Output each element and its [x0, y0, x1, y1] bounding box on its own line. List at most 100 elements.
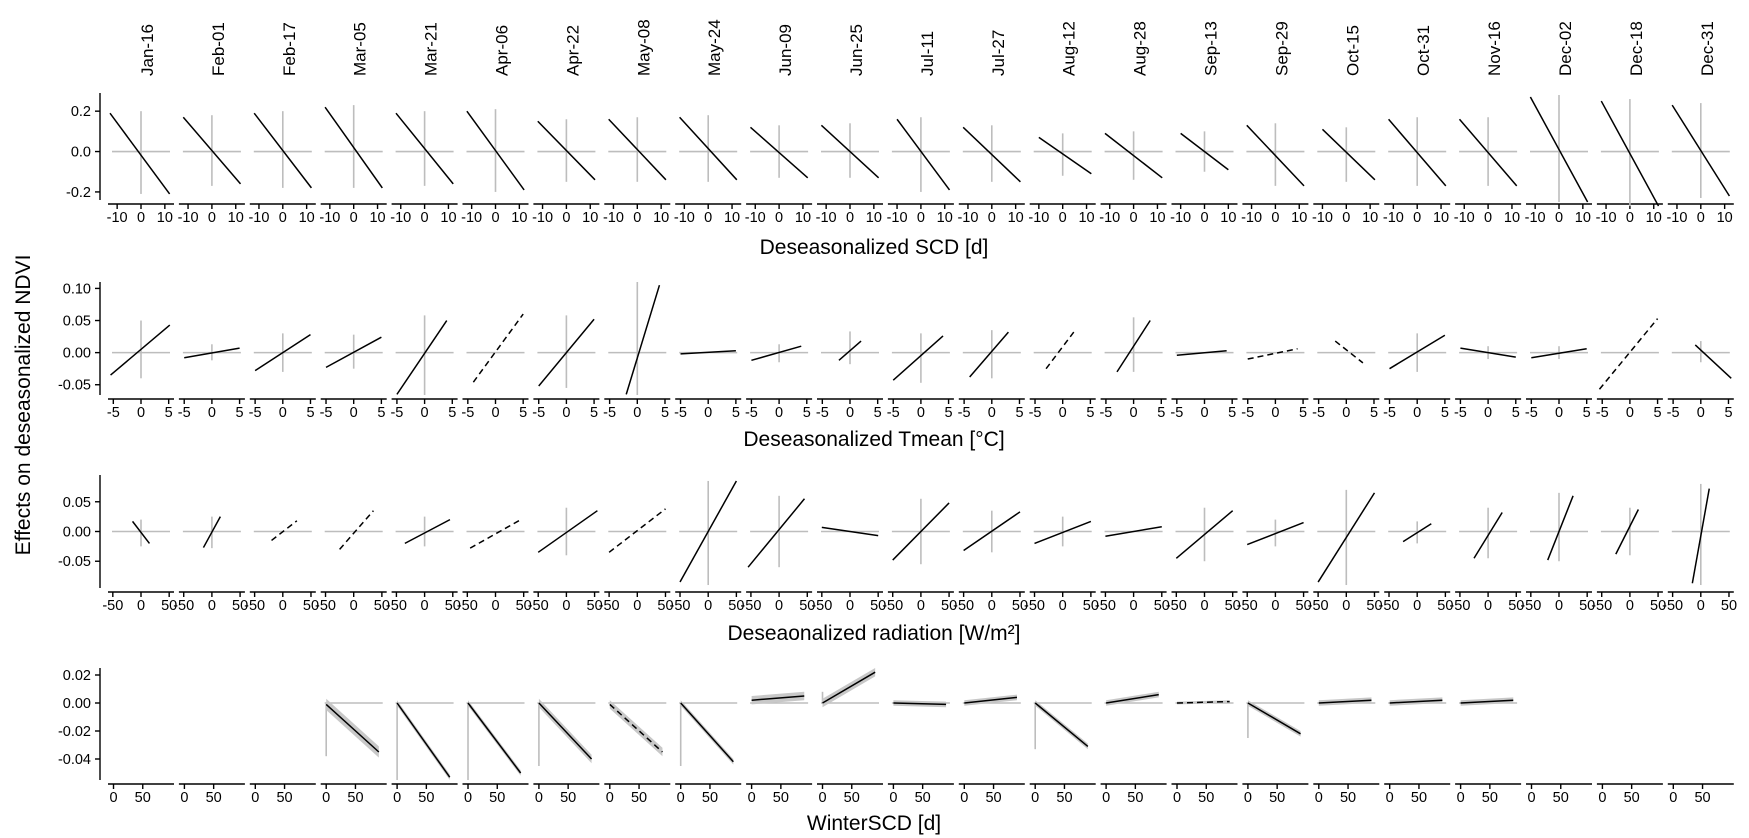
x-tick-label: 0	[1102, 790, 1110, 806]
x-tick-label: 50	[1624, 790, 1640, 806]
facet-panel: -50 0 50	[953, 510, 1028, 614]
facet-panel: -50 0 50	[386, 516, 461, 614]
x-tick-label: 5	[1015, 405, 1023, 421]
x-tick-label: 50	[276, 790, 292, 806]
x-tick-label: -50	[953, 598, 974, 614]
x-tick-label: 50	[1437, 598, 1453, 614]
x-tick-label: 50	[844, 790, 860, 806]
x-tick-label: -50	[102, 598, 123, 614]
date-header: Apr-06	[493, 25, 512, 76]
x-tick-label: -5	[1383, 405, 1396, 421]
fitted-effect-line	[1246, 521, 1304, 546]
x-tick-label: -10	[461, 210, 482, 226]
x-tick-label: 0	[1271, 210, 1279, 226]
x-tick-label: 0	[988, 405, 996, 421]
fitted-effect-line	[680, 702, 734, 763]
fitted-effect-line	[325, 703, 380, 753]
facet-panel: -5 0 5	[107, 320, 174, 421]
facet-panel: -5 0 5	[674, 349, 742, 421]
x-tick-label: 0	[1200, 405, 1208, 421]
x-tick-label: -10	[1525, 210, 1546, 226]
facet-panel: -5 0 5	[390, 315, 458, 421]
x-tick-label: 0	[1697, 598, 1705, 614]
x-tick-label: 50	[445, 598, 461, 614]
x-tick-label: -50	[1308, 598, 1329, 614]
x-tick-label: -50	[811, 598, 832, 614]
x-tick-label: 10	[1291, 210, 1307, 226]
x-tick-label: 0	[491, 598, 499, 614]
x-tick-label: 0	[917, 210, 925, 226]
facet-panel: -10 0 10	[390, 111, 458, 226]
x-tick-label: 50	[587, 598, 603, 614]
x-tick-label: -50	[315, 598, 336, 614]
x-axis-title: Deseasonalized Tmean [°C]	[743, 428, 1004, 451]
x-tick-label: 10	[1078, 210, 1094, 226]
x-tick-label: 0	[1342, 405, 1350, 421]
facet-panel: -10 0 10	[674, 115, 742, 226]
fitted-effect-line	[1317, 492, 1376, 583]
x-tick-label: -10	[1454, 210, 1475, 226]
x-tick-label: 0	[1626, 405, 1634, 421]
x-tick-label: -5	[887, 405, 900, 421]
x-tick-label: 5	[661, 405, 669, 421]
facet-panel: -5 0 5	[958, 330, 1025, 421]
x-tick-label: 0	[818, 790, 826, 806]
facet-panel: -10 0 10	[887, 117, 954, 226]
fitted-effect-line	[184, 347, 240, 359]
x-tick-label: 50	[657, 598, 673, 614]
panel-date-headers: Jan-16 Feb-01 Feb-17 Mar-05 Mar-21 Apr-06 Apr-…	[138, 19, 1717, 76]
x-tick-label: 10	[1646, 210, 1662, 226]
x-tick-label: 0	[109, 790, 117, 806]
x-tick-label: -5	[1170, 405, 1183, 421]
x-tick-label: 10	[228, 210, 244, 226]
date-header: Oct-15	[1343, 25, 1362, 76]
facet-panel: -50 0 50	[1449, 507, 1524, 614]
x-tick-label: 50	[1650, 598, 1666, 614]
facet-panel: 0 50	[391, 700, 458, 806]
x-tick-label: 50	[1083, 598, 1099, 614]
x-tick-label: 5	[236, 405, 244, 421]
x-tick-label: -50	[1237, 598, 1258, 614]
fitted-effect-line	[466, 110, 525, 191]
x-tick-label: -50	[173, 598, 194, 614]
x-tick-label: 5	[945, 405, 953, 421]
fitted-effect-line	[1402, 523, 1432, 543]
x-tick-label: 0	[633, 598, 641, 614]
x-tick-label: 50	[1269, 790, 1285, 806]
fitted-effect-line	[1105, 693, 1159, 704]
fitted-effect-line	[1175, 510, 1234, 559]
date-header: Jul-11	[918, 31, 937, 76]
x-tick-label: 0	[1271, 598, 1279, 614]
x-tick-label: 0	[606, 790, 614, 806]
x-tick-label: 0	[1484, 405, 1492, 421]
facet-panel: -50 0 50	[528, 507, 603, 614]
x-tick-label: 50	[799, 598, 815, 614]
facet-panel: -10 0 10	[1454, 117, 1522, 226]
facet-panel: -50 0 50	[102, 519, 177, 614]
x-tick-label: 50	[206, 790, 222, 806]
x-tick-label: 0	[633, 405, 641, 421]
facet-panel: 0 50	[675, 700, 742, 806]
fitted-effect-line	[896, 118, 951, 191]
facet-panel: -50 0 50	[1520, 492, 1595, 614]
facet-panel: 0 50	[1667, 783, 1734, 806]
x-tick-label: 0	[1413, 210, 1421, 226]
x-tick-label: 5	[1724, 405, 1732, 421]
x-tick-label: 5	[1370, 405, 1378, 421]
facet-panel: 0 50	[604, 700, 671, 806]
facet-panel: -5 0 5	[1241, 348, 1309, 421]
x-tick-label: 50	[1579, 598, 1595, 614]
date-header: Oct-31	[1414, 25, 1433, 76]
x-tick-label: -5	[461, 405, 474, 421]
facet-panel: 0 50	[1596, 783, 1663, 806]
facet-panel: -5 0 5	[532, 315, 600, 421]
facet-panel: -5 0 5	[461, 313, 529, 421]
x-tick-label: 0	[1697, 210, 1705, 226]
fitted-effect-line	[962, 126, 1021, 183]
x-tick-label: 50	[1340, 790, 1356, 806]
facet-panel: -50 0 50	[599, 508, 674, 614]
x-tick-label: 0	[421, 598, 429, 614]
x-tick-label: -50	[244, 598, 265, 614]
x-tick-label: 50	[1012, 598, 1028, 614]
x-tick-label: -10	[1596, 210, 1617, 226]
